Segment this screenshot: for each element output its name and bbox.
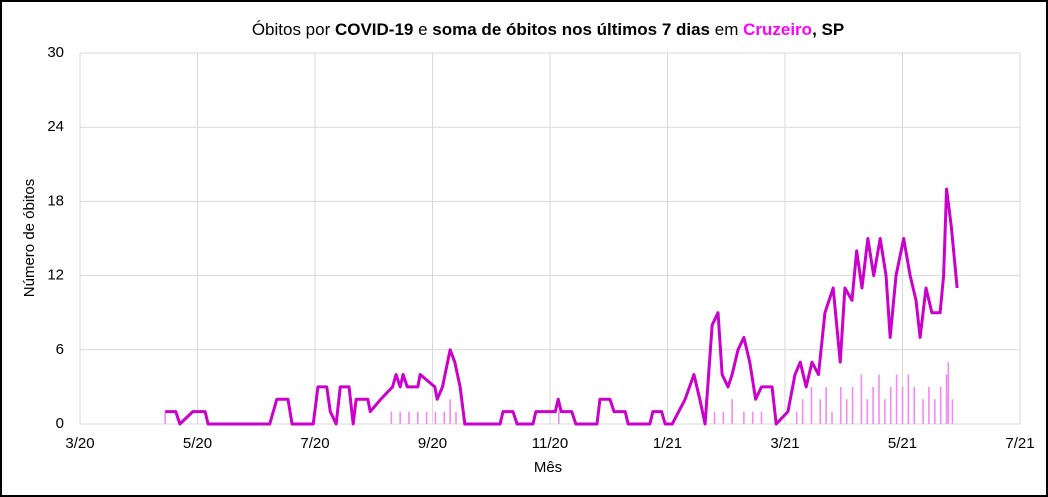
daily-bar	[443, 411, 446, 424]
y-tick-label: 12	[47, 267, 64, 284]
title-part: e	[413, 20, 432, 39]
daily-bar	[840, 386, 842, 424]
daily-bar	[810, 386, 813, 424]
daily-bar	[945, 374, 948, 424]
daily-bar	[449, 399, 451, 424]
daily-bar	[884, 399, 886, 424]
y-tick-label: 0	[56, 415, 64, 432]
daily-bar	[939, 386, 942, 424]
daily-bar	[951, 399, 954, 424]
x-tick-label: 11/20	[532, 435, 568, 452]
daily-bar	[558, 411, 560, 424]
title-part: Cruzeiro	[743, 20, 812, 39]
y-axis-label: Número de óbitos	[21, 179, 38, 297]
daily-bar	[913, 386, 916, 424]
daily-bar	[819, 399, 822, 424]
line-series	[165, 187, 959, 426]
daily-bar	[801, 399, 804, 424]
x-tick-label: 9/20	[418, 435, 447, 452]
x-tick-label: 7/21	[1005, 435, 1034, 452]
daily-bar	[889, 386, 892, 424]
daily-bar	[851, 386, 854, 424]
daily-bar	[751, 411, 754, 424]
daily-bar	[713, 411, 716, 424]
title-part: soma de óbitos nos últimos 7 dias	[432, 20, 710, 39]
title-part: em	[710, 20, 743, 39]
x-tick-label: 3/21	[770, 435, 799, 452]
daily-bar	[934, 399, 936, 424]
x-tick-label: 7/20	[300, 435, 329, 452]
daily-bar	[731, 399, 733, 424]
x-tick-label: 5/21	[888, 435, 917, 452]
daily-bar	[455, 411, 457, 424]
daily-bar	[901, 386, 904, 424]
y-tick-label: 30	[47, 44, 64, 61]
daily-bar	[928, 386, 930, 424]
daily-bar	[866, 399, 869, 424]
daily-bar	[947, 362, 950, 424]
daily-bar	[164, 411, 166, 424]
daily-bar	[795, 411, 798, 424]
daily-bar	[743, 411, 745, 424]
daily-bar	[408, 411, 410, 424]
y-tick-label: 18	[47, 192, 64, 209]
x-axis-label: Mês	[534, 459, 562, 476]
daily-bar	[845, 399, 848, 424]
x-tick-label: 1/21	[653, 435, 682, 452]
title-part: COVID-19	[335, 20, 413, 39]
daily-bar	[878, 374, 880, 424]
daily-bar	[425, 411, 428, 424]
daily-bar	[722, 411, 725, 424]
y-tick-label: 24	[47, 118, 64, 135]
daily-bar	[399, 411, 401, 424]
x-tick-label: 5/20	[183, 435, 212, 452]
daily-bar	[895, 374, 898, 424]
daily-bar	[390, 411, 393, 424]
daily-bar	[760, 411, 763, 424]
daily-bar	[434, 411, 437, 424]
daily-bar	[872, 386, 874, 424]
daily-bar	[825, 386, 827, 424]
daily-bar	[417, 411, 419, 424]
daily-bar	[907, 374, 910, 424]
title-part: , SP	[812, 20, 844, 39]
y-tick-label: 6	[56, 341, 64, 358]
daily-bar	[860, 374, 863, 424]
daily-bar	[831, 411, 833, 424]
x-tick-label: 3/20	[65, 435, 94, 452]
title-part: Óbitos por	[252, 20, 335, 39]
daily-bar	[922, 399, 924, 424]
chart-title: Óbitos por COVID-19 e soma de óbitos nos…	[252, 20, 844, 39]
